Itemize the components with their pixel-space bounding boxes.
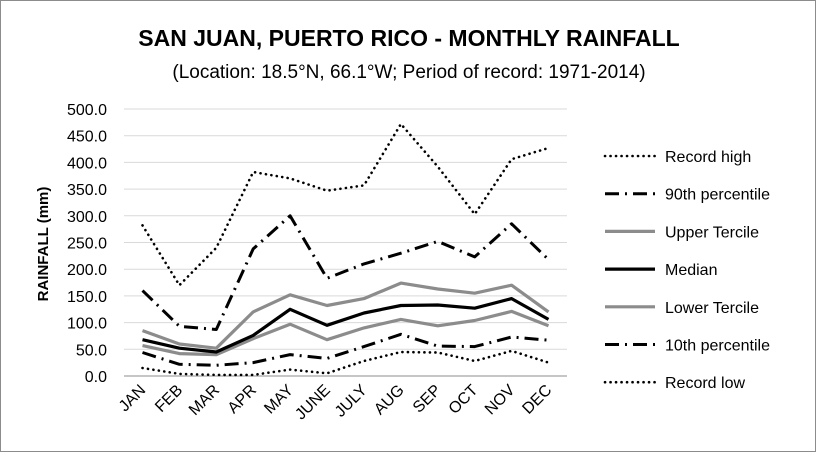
y-tick-label: 450.0 bbox=[67, 129, 107, 146]
y-tick-labels: 0.0 50.0 100.0 150.0 200.0 250.0 300.0 350.0 400… bbox=[67, 102, 107, 386]
x-tick-label: MAR bbox=[186, 382, 223, 419]
y-tick-label: 350.0 bbox=[67, 182, 107, 199]
y-tick-label: 0.0 bbox=[85, 369, 107, 386]
x-tick-label: DEC bbox=[519, 382, 555, 418]
x-tick-label: NOV bbox=[482, 382, 519, 419]
x-tick-label: JULY bbox=[332, 382, 371, 421]
series-line-10th-percentile bbox=[142, 332, 549, 367]
legend-label: Median bbox=[665, 262, 717, 279]
legend-label: Record low bbox=[665, 375, 745, 392]
y-tick-label: 200.0 bbox=[67, 262, 107, 279]
legend-label: 90th percentile bbox=[665, 187, 770, 204]
x-tick-label: JUNE bbox=[292, 382, 334, 424]
series-line-90th-percentile bbox=[141, 214, 550, 331]
y-tick-label: 150.0 bbox=[67, 289, 107, 306]
y-tick-label: 100.0 bbox=[67, 316, 107, 333]
y-tick-label: 300.0 bbox=[67, 209, 107, 226]
x-tick-label: JAN bbox=[116, 382, 149, 415]
y-axis-label: RAINFALL (mm) bbox=[35, 187, 52, 302]
y-tick-label: 250.0 bbox=[67, 236, 107, 253]
legend-label: Upper Tercile bbox=[665, 224, 759, 241]
series-lines bbox=[141, 122, 550, 377]
x-tick-label: AUG bbox=[371, 382, 408, 419]
x-tick-label: FEB bbox=[152, 382, 186, 416]
chart-title: SAN JUAN, PUERTO RICO - MONTHLY RAINFALL bbox=[138, 25, 679, 51]
series-line-upper-tercile bbox=[141, 281, 550, 350]
series-line-median bbox=[142, 297, 550, 354]
series-line-lower-tercile bbox=[142, 309, 550, 357]
y-tick-label: 50.0 bbox=[76, 342, 107, 359]
legend-label: 10th percentile bbox=[665, 338, 770, 355]
legend: Record high 90th percentile Upper Tercile M… bbox=[603, 149, 770, 392]
x-tick-label: APR bbox=[225, 382, 260, 417]
legend-label: Lower Tercile bbox=[665, 300, 759, 317]
legend-label: Record high bbox=[665, 149, 751, 166]
chart-subtitle: (Location: 18.5°N, 66.1°W; Period of rec… bbox=[172, 62, 645, 83]
x-tick-label: OCT bbox=[446, 382, 482, 418]
y-tick-label: 500.0 bbox=[67, 102, 107, 119]
y-tick-label: 400.0 bbox=[67, 155, 107, 172]
gridlines bbox=[124, 108, 567, 350]
series-line-record-high bbox=[141, 122, 550, 287]
x-tick-label: SEP bbox=[410, 382, 445, 417]
